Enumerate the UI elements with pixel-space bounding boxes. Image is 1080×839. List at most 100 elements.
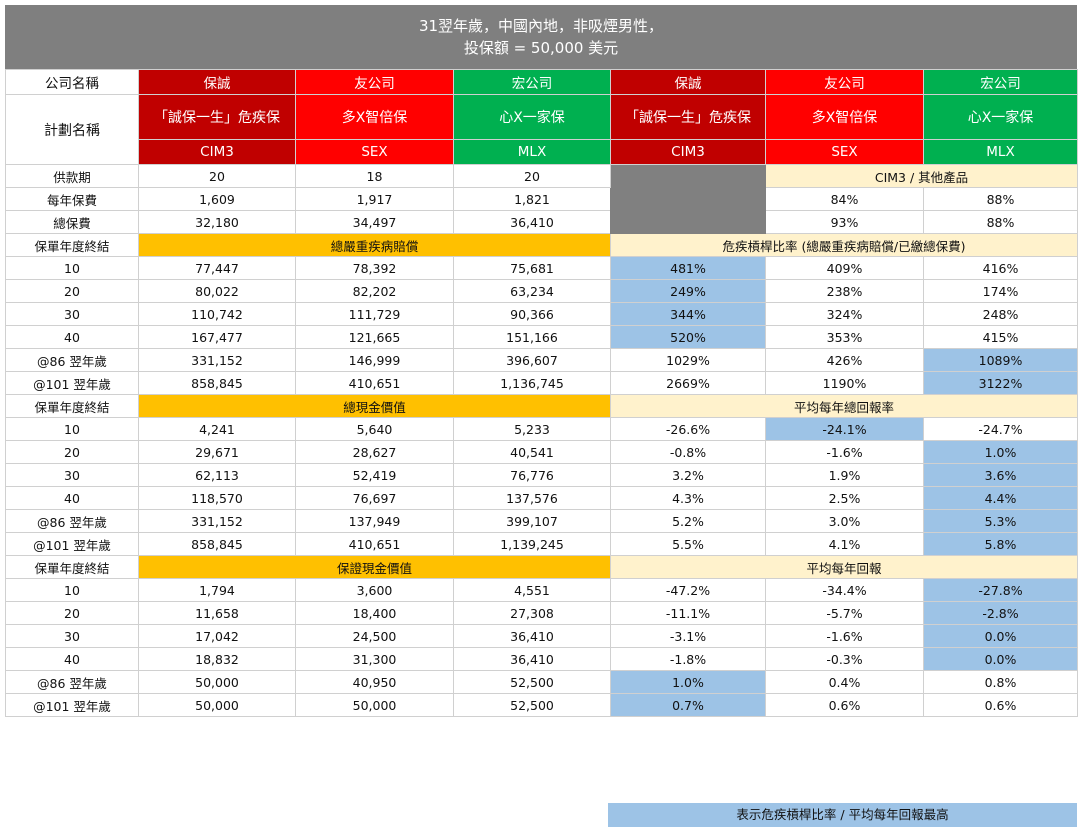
sheet-title: 31翌年歲，中國內地，非吸煙男性， 投保額 = 50,000 美元 <box>5 5 1077 69</box>
ratio-cell: 5.3% <box>923 509 1078 533</box>
plan-code: SEX <box>295 139 454 165</box>
ratio-cell: 88% <box>923 187 1078 211</box>
section-label: 保單年度終結 <box>5 555 139 579</box>
ratio-cell: -1.6% <box>765 624 924 648</box>
ratio-cell: -0.8% <box>610 440 766 464</box>
value-cell: 3,600 <box>295 578 454 602</box>
table-row: 20 11,658 18,400 27,308 -11.1% -5.7% -2.8% <box>5 601 1078 625</box>
table-row: @101 翌年歲 50,000 50,000 52,500 0.7% 0.6% 0.6% <box>5 693 1078 717</box>
ratio-cell: 416% <box>923 256 1078 280</box>
value-cell: 410,651 <box>295 532 454 556</box>
ratio-cell: 1029% <box>610 348 766 372</box>
plan-name: 心X一家保 <box>923 94 1078 140</box>
value-cell: 4,241 <box>138 417 296 441</box>
value-cell: 151,166 <box>453 325 611 349</box>
value-cell: 137,576 <box>453 486 611 510</box>
value-cell: 17,042 <box>138 624 296 648</box>
value-cell: 76,776 <box>453 463 611 487</box>
value-cell: 78,392 <box>295 256 454 280</box>
row-label: @86 翌年歲 <box>5 348 139 372</box>
row-label: 40 <box>5 486 139 510</box>
ratio-cell: 0.8% <box>923 670 1078 694</box>
ratio-cell: 238% <box>765 279 924 303</box>
ratio-cell: 88% <box>923 210 1078 234</box>
row-label: 20 <box>5 440 139 464</box>
ratio-cell: 0.7% <box>610 693 766 717</box>
ratio-cell: 2.5% <box>765 486 924 510</box>
ratio-cell: 2669% <box>610 371 766 395</box>
value-cell: 5,640 <box>295 417 454 441</box>
value-cell: 1,917 <box>295 187 454 211</box>
section-header-row: 保單年度終結 總嚴重疾病賠償 危疾槓桿比率 (總嚴重疾病賠償/已繳總保費) <box>5 233 1078 257</box>
table-row: 40 18,832 31,300 36,410 -1.8% -0.3% 0.0% <box>5 647 1078 671</box>
ratio-cell: 4.4% <box>923 486 1078 510</box>
ratio-cell: -1.8% <box>610 647 766 671</box>
value-cell: 36,410 <box>453 210 611 234</box>
ratio-cell: 5.2% <box>610 509 766 533</box>
value-cell: 28,627 <box>295 440 454 464</box>
value-cell: 34,497 <box>295 210 454 234</box>
title-line-2: 投保額 = 50,000 美元 <box>463 39 619 57</box>
basics-row: 總保費 32,180 34,497 36,410 93% 88% <box>5 210 1078 234</box>
ratio-cell: 1.9% <box>765 463 924 487</box>
ratio-cell: 93% <box>765 210 924 234</box>
value-cell: 76,697 <box>295 486 454 510</box>
value-cell: 399,107 <box>453 509 611 533</box>
value-cell: 121,665 <box>295 325 454 349</box>
value-cell: 40,541 <box>453 440 611 464</box>
value-cell: 167,477 <box>138 325 296 349</box>
section-header-row: 保單年度終結 總現金價值 平均每年總回報率 <box>5 394 1078 418</box>
ratio-cell: 0.6% <box>765 693 924 717</box>
legend-highlight-note: 表示危疾槓桿比率 / 平均每年回報最高 <box>608 803 1077 827</box>
title-line-1: 31翌年歲，中國內地，非吸煙男性， <box>418 17 664 35</box>
compare-header: CIM3 / 其他產品 <box>765 164 1078 188</box>
value-cell: 52,500 <box>453 693 611 717</box>
value-cell: 146,999 <box>295 348 454 372</box>
ratio-cell: 1190% <box>765 371 924 395</box>
value-cell: 36,410 <box>453 647 611 671</box>
value-cell: 36,410 <box>453 624 611 648</box>
ratio-cell: 0.6% <box>923 693 1078 717</box>
ratio-cell: 415% <box>923 325 1078 349</box>
value-cell: 50,000 <box>138 670 296 694</box>
ratio-cell: 4.3% <box>610 486 766 510</box>
row-label: 10 <box>5 417 139 441</box>
ratio-cell: 5.5% <box>610 532 766 556</box>
table-row: @101 翌年歲 858,845 410,651 1,139,245 5.5% 4.1% 5… <box>5 532 1078 556</box>
comparison-sheet: 31翌年歲，中國內地，非吸煙男性， 投保額 = 50,000 美元 公司名稱 保… <box>5 5 1078 717</box>
row-label: 供款期 <box>5 164 139 188</box>
section-right-title: 危疾槓桿比率 (總嚴重疾病賠償/已繳總保費) <box>610 233 1078 257</box>
value-cell: 111,729 <box>295 302 454 326</box>
value-cell: 63,234 <box>453 279 611 303</box>
ratio-cell: 3.2% <box>610 463 766 487</box>
basics-row: 供款期 20 18 20 CIM3 / 其他產品 <box>5 164 1078 234</box>
table-row: 40 167,477 121,665 151,166 520% 353% 415% <box>5 325 1078 349</box>
row-label: 20 <box>5 279 139 303</box>
row-label: 30 <box>5 463 139 487</box>
value-cell: 331,152 <box>138 348 296 372</box>
value-cell: 50,000 <box>138 693 296 717</box>
company-name: 保誠 <box>610 69 766 95</box>
ratio-cell: -11.1% <box>610 601 766 625</box>
ratio-cell: -2.8% <box>923 601 1078 625</box>
value-cell: 858,845 <box>138 532 296 556</box>
plan-name: 心X一家保 <box>453 94 611 140</box>
comparison-table: 公司名稱 保誠 友公司 宏公司 保誠 友公司 宏公司 計劃名稱 「誠保一生」危疾… <box>5 69 1078 717</box>
value-cell: 20 <box>138 164 296 188</box>
value-cell: 11,658 <box>138 601 296 625</box>
section-left-title: 總現金價值 <box>138 394 611 418</box>
company-label: 公司名稱 <box>5 69 139 95</box>
ratio-cell: 3.0% <box>765 509 924 533</box>
plan-code: CIM3 <box>610 139 766 165</box>
row-label: @86 翌年歲 <box>5 670 139 694</box>
basics-row: 每年保費 1,609 1,917 1,821 84% 88% <box>5 187 1078 211</box>
ratio-cell: 1089% <box>923 348 1078 372</box>
ratio-cell: 426% <box>765 348 924 372</box>
value-cell: 18 <box>295 164 454 188</box>
company-name: 宏公司 <box>453 69 611 95</box>
plan-code: MLX <box>453 139 611 165</box>
ratio-cell: 0.0% <box>923 624 1078 648</box>
table-row: 10 4,241 5,640 5,233 -26.6% -24.1% -24.7% <box>5 417 1078 441</box>
value-cell: 90,366 <box>453 302 611 326</box>
section-label: 保單年度終結 <box>5 233 139 257</box>
